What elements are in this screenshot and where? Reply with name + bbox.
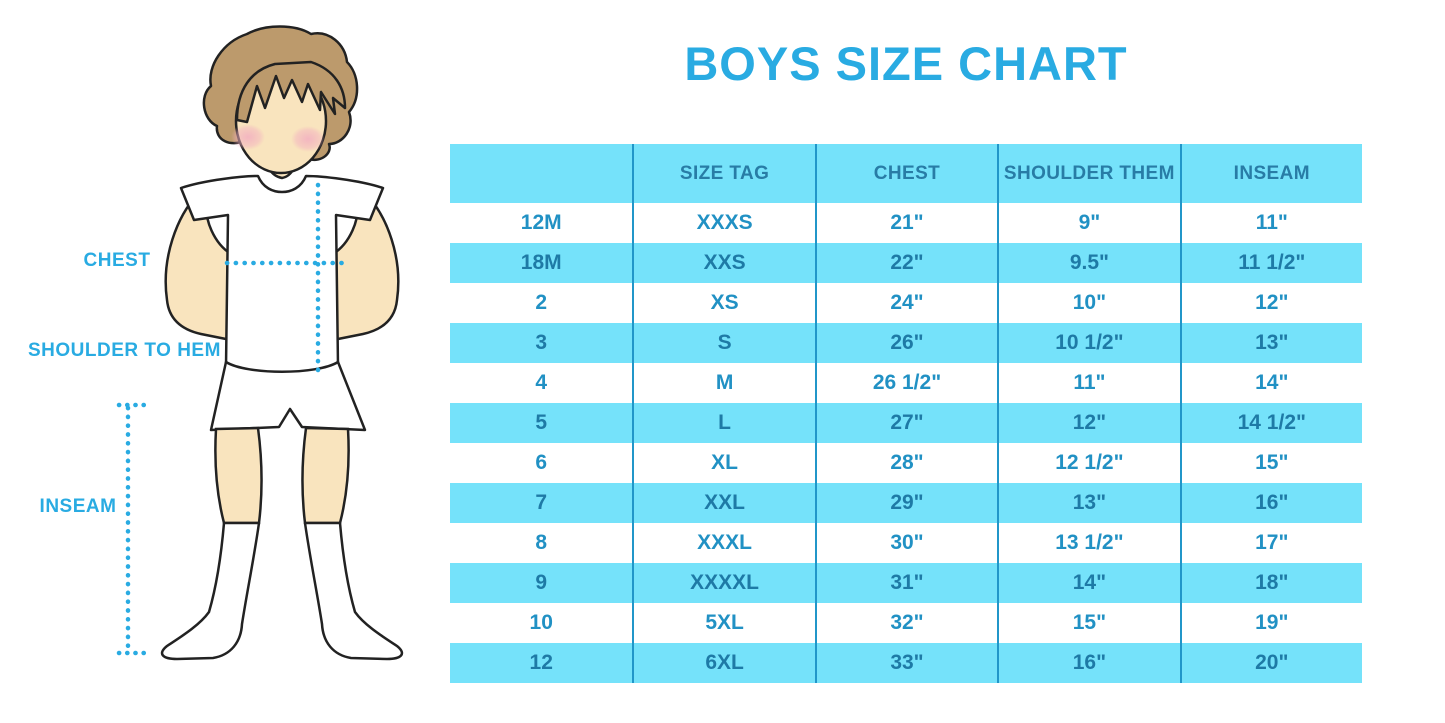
- right-knee: [301, 426, 350, 525]
- arms: [164, 192, 400, 342]
- table-row: 6 XL 28" 12 1/2" 15": [450, 443, 1362, 483]
- table-cell: 17": [1179, 523, 1362, 563]
- table-cell: XS: [632, 283, 814, 323]
- table-cell: 10 1/2": [997, 323, 1179, 363]
- label-shoulder-to-hem: SHOULDER TO HEM: [28, 340, 221, 361]
- table-cell: 27": [814, 403, 997, 443]
- table-cell: XXXL: [632, 523, 814, 563]
- table-row: 5 L 27" 12" 14 1/2": [450, 403, 1362, 443]
- table-cell: 28": [814, 443, 997, 483]
- table-cell: 13 1/2": [997, 523, 1179, 563]
- left-sock: [160, 521, 261, 661]
- table-cell: 19": [1179, 603, 1362, 643]
- table-cell: 4: [535, 371, 548, 394]
- table-cell: 18": [1179, 563, 1362, 603]
- size-table: SIZE TAG CHEST SHOULDER THEM INSEAM 12M X…: [450, 144, 1362, 683]
- header-cell-blank: [450, 144, 632, 203]
- table-cell: 11": [997, 363, 1179, 403]
- table-cell: 2: [535, 291, 548, 314]
- table-row: 9 XXXXL 31" 14" 18": [450, 563, 1362, 603]
- table-cell: 24": [814, 283, 997, 323]
- shorts: [209, 360, 367, 432]
- table-body: 12M XXXS 21" 9" 11" 18M XXS 22" 9.5" 11 1/2" 2 XS 24…: [450, 203, 1362, 683]
- table-cell: 6: [535, 451, 548, 474]
- table-cell: 6XL: [632, 643, 814, 683]
- table-cell: 16": [997, 643, 1179, 683]
- table-cell: 14 1/2": [1179, 403, 1362, 443]
- table-cell: S: [632, 323, 814, 363]
- table-cell: 11 1/2": [1179, 243, 1362, 283]
- header-cell-chest: CHEST: [814, 144, 997, 203]
- left-knee: [214, 426, 263, 525]
- table-cell: 9: [535, 571, 548, 594]
- table-cell: 18M: [520, 251, 562, 274]
- table-row: 7 XXL 29" 13" 16": [450, 483, 1362, 523]
- table-cell: 14": [1179, 363, 1362, 403]
- table-cell: 30": [814, 523, 997, 563]
- table-cell: 5: [535, 411, 548, 434]
- right-sock: [303, 521, 404, 661]
- page-title: BOYS SIZE CHART: [684, 37, 1128, 90]
- table-cell: 12 1/2": [997, 443, 1179, 483]
- header-cell-inseam: INSEAM: [1179, 144, 1362, 203]
- table-cell: 8: [535, 531, 548, 554]
- table-cell: 26": [814, 323, 997, 363]
- table-cell: 16": [1179, 483, 1362, 523]
- table-cell: 13": [1179, 323, 1362, 363]
- table-cell: M: [632, 363, 814, 403]
- table-cell: 7: [535, 491, 548, 514]
- header-cell-size-tag: SIZE TAG: [632, 144, 814, 203]
- table-cell: XXL: [632, 483, 814, 523]
- table-cell: 12: [529, 651, 553, 674]
- table-cell: 15": [997, 603, 1179, 643]
- table-cell: 20": [1179, 643, 1362, 683]
- table-cell: 32": [814, 603, 997, 643]
- table-cell: 31": [814, 563, 997, 603]
- table-row: 12M XXXS 21" 9" 11": [450, 203, 1362, 243]
- table-cell: 11": [1179, 203, 1362, 243]
- t-shirt: [179, 174, 385, 377]
- table-cell: 10: [529, 611, 553, 634]
- hair-fringe: [235, 60, 347, 124]
- table-cell: 21": [814, 203, 997, 243]
- table-cell: 13": [997, 483, 1179, 523]
- table-row: 4 M 26 1/2" 11" 14": [450, 363, 1362, 403]
- table-cell: 3: [535, 331, 548, 354]
- table-row: 3 S 26" 10 1/2" 13": [450, 323, 1362, 363]
- boy-illustration: [116, 25, 404, 661]
- table-cell: 9.5": [997, 243, 1179, 283]
- table-cell: XXXS: [632, 203, 814, 243]
- label-chest: CHEST: [83, 250, 151, 271]
- table-row: 10 5XL 32" 15" 19": [450, 603, 1362, 643]
- table-cell: 26 1/2": [814, 363, 997, 403]
- header-cell-shoulder: SHOULDER THEM: [997, 144, 1179, 203]
- table-row: 8 XXXL 30" 13 1/2" 17": [450, 523, 1362, 563]
- table-cell: XXS: [632, 243, 814, 283]
- table-cell: XXXXL: [632, 563, 814, 603]
- table-cell: 22": [814, 243, 997, 283]
- table-cell: 12": [997, 403, 1179, 443]
- table-row: 12 6XL 33" 16" 20": [450, 643, 1362, 683]
- table-header: SIZE TAG CHEST SHOULDER THEM INSEAM: [450, 144, 1362, 203]
- table-cell: 12": [1179, 283, 1362, 323]
- blush-right: [291, 126, 325, 152]
- table-cell: 10": [997, 283, 1179, 323]
- table-row: 18M XXS 22" 9.5" 11 1/2": [450, 243, 1362, 283]
- table-cell: 15": [1179, 443, 1362, 483]
- table-cell: 14": [997, 563, 1179, 603]
- table-row: 2 XS 24" 10" 12": [450, 283, 1362, 323]
- table-cell: 33": [814, 643, 997, 683]
- blush-left: [231, 124, 265, 150]
- table-cell: L: [632, 403, 814, 443]
- table-cell: XL: [632, 443, 814, 483]
- table-cell: 9": [997, 203, 1179, 243]
- label-inseam: INSEAM: [39, 496, 117, 517]
- table-cell: 12M: [520, 211, 562, 234]
- table-cell: 5XL: [632, 603, 814, 643]
- table-cell: 29": [814, 483, 997, 523]
